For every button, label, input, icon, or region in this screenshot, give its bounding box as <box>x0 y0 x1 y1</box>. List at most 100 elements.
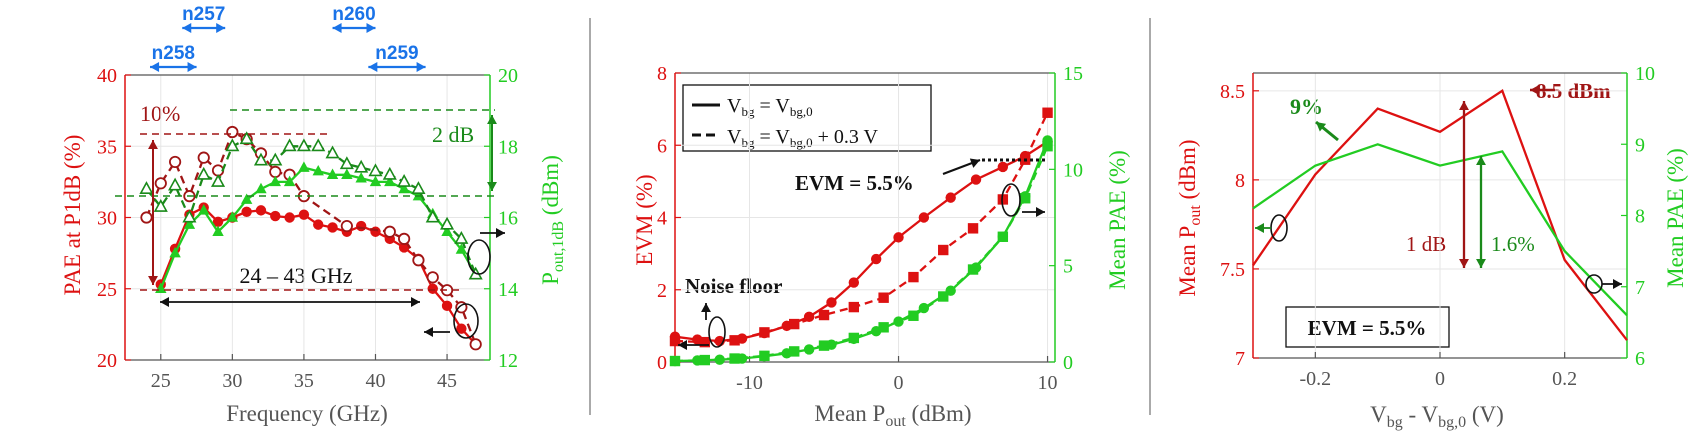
series-1-point <box>945 192 956 203</box>
series-4-point <box>818 340 830 351</box>
arrow-pae-to-right-head <box>1036 207 1045 217</box>
series-2-point <box>226 125 239 139</box>
y2-axis-title: Mean PAE (%) <box>1663 148 1688 288</box>
band-arrow-n257-head-start <box>182 23 192 33</box>
y-tick-label: 7.5 <box>1220 259 1245 281</box>
series-2-point <box>140 211 153 224</box>
band-arrow-n258-head-start <box>150 62 160 72</box>
series-3-point <box>341 168 353 179</box>
series-4-point <box>210 174 226 187</box>
x-tick-label: 0.2 <box>1552 368 1577 390</box>
band-arrow-n258-head <box>187 62 197 72</box>
x-tick-label: 25 <box>151 370 171 392</box>
y2-tick-label: 10 <box>1635 63 1655 85</box>
series-2-point <box>340 219 353 233</box>
panel-3-texts: Vbg - Vbg,0 (V) Mean Pout (dBm) Mean PAE… <box>1175 79 1688 431</box>
y-axis-title: PAE at P1dB (%) <box>60 135 85 296</box>
legend: Vbg = Vbg,0 Vbg = Vbg,0 + 0.3 V <box>682 84 932 152</box>
series-1-point <box>826 297 837 308</box>
series-4-point <box>938 291 949 302</box>
series-line-2 <box>145 130 477 345</box>
annotation-evm-box <box>1285 306 1450 348</box>
y2-tick-label: 9 <box>1635 134 1645 156</box>
series-1-point <box>284 212 295 223</box>
y-tick-label: 6 <box>657 135 667 157</box>
annotation-9-percent: 9% <box>1290 94 1323 119</box>
y2-tick-label: 6 <box>1635 348 1645 370</box>
y2-axis-title: Pout,1dB (dBm) <box>538 155 567 285</box>
x-tick-label: 35 <box>294 370 314 392</box>
annotation-1-6-percent: 1.6% <box>1491 232 1535 256</box>
arrow-pae-to-right-head <box>1613 279 1622 289</box>
series-3-point <box>212 225 224 236</box>
band-label-n258: n258 <box>152 43 195 64</box>
y2-tick-label: 20 <box>498 65 518 87</box>
y-axis-title-sub: out <box>1187 205 1204 226</box>
y-tick-label: 25 <box>97 279 117 301</box>
series-1-point <box>241 206 252 217</box>
band-label-n257: n257 <box>182 4 225 25</box>
y2-tick-label: 16 <box>498 208 518 230</box>
series-4-point <box>789 346 800 357</box>
series-2-point <box>938 244 949 256</box>
arrow-10pct-head-start <box>148 140 158 149</box>
x-tick-label: 10 <box>1038 372 1058 394</box>
arrow-10pct-head <box>148 276 158 285</box>
series-2-point <box>398 232 411 245</box>
series-1-point <box>427 283 438 294</box>
series-4-point <box>1019 193 1031 204</box>
series-line-4 <box>674 145 1049 363</box>
series-4-point <box>878 322 889 333</box>
x-tick-label: -0.2 <box>1299 368 1331 390</box>
y-tick-label: 40 <box>97 65 117 87</box>
x-axis-title: Frequency (GHz) <box>226 401 388 426</box>
chart-panel-1: 25 30 35 40 45 20 25 30 35 40 12 14 16 18 20 <box>97 65 518 392</box>
series-3-point <box>226 211 239 222</box>
series-4-point <box>382 166 397 180</box>
series-4-point <box>669 355 681 367</box>
arrow-2db-head <box>487 182 497 191</box>
annotation-frequency-range: 24 – 43 GHz <box>239 263 352 288</box>
series-1-point <box>893 232 904 243</box>
series-3-point <box>255 182 267 194</box>
band-label-n260: n260 <box>332 4 375 25</box>
series-4-point <box>268 152 283 166</box>
series-1-point <box>270 210 281 222</box>
y-tick-label: 4 <box>657 208 667 230</box>
series-4-point <box>411 181 426 194</box>
series-4-point <box>225 138 240 152</box>
arrow-1db-head <box>1459 101 1469 110</box>
band-label-n259: n259 <box>375 43 418 64</box>
x-axis-title-rest: (dBm) <box>906 401 972 426</box>
y-axis-title-rest: (dBm) <box>1175 139 1200 205</box>
series-3-point <box>312 164 324 176</box>
arrow-2db-head-start <box>487 115 497 124</box>
series-1-point <box>298 209 310 220</box>
x-tick-label: 0 <box>894 372 904 394</box>
y-tick-label: 30 <box>97 208 117 230</box>
series-2-point <box>967 223 979 234</box>
series-1-point <box>997 161 1009 173</box>
series-4-point <box>168 177 183 191</box>
x-axis-title: Vbg - Vbg,0 (V) <box>1370 402 1504 431</box>
arrow-8-5-dbm-head <box>1530 85 1539 95</box>
y2-axis-title: Mean PAE (%) <box>1105 150 1130 290</box>
oval-pae <box>1001 183 1021 217</box>
series-2-point <box>699 336 711 348</box>
series-4-point <box>440 216 455 230</box>
x-tick-label: 30 <box>222 370 242 392</box>
series-4-point <box>196 166 211 180</box>
series-line-2 <box>674 112 1049 344</box>
y2-tick-label: 10 <box>1063 159 1083 181</box>
y2-axis-title-main: P <box>538 272 563 285</box>
annotation-evm: EVM = 5.5% <box>1308 316 1427 340</box>
series-4-point <box>425 209 440 223</box>
arrow-1-6pct-head <box>1476 156 1486 165</box>
series-1-point <box>212 216 224 227</box>
series-2-point <box>729 335 740 346</box>
series-2-point <box>997 194 1009 205</box>
series-4-point <box>397 174 412 187</box>
y2-tick-label: 12 <box>498 350 518 372</box>
series-1-point <box>918 212 930 223</box>
x-axis-title-main: Mean P <box>814 401 885 426</box>
